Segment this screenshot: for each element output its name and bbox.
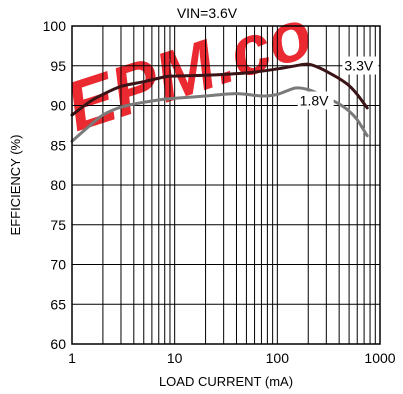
y-tick-label: 70	[50, 257, 66, 273]
x-axis-title: LOAD CURRENT (mA)	[159, 374, 293, 389]
series-label: 3.3V	[344, 58, 373, 74]
y-tick-label: 100	[43, 18, 67, 34]
plot-frame	[71, 25, 381, 345]
y-tick-label: 90	[50, 98, 66, 114]
y-tick-label: 75	[50, 217, 66, 233]
watermark-text: EPM.co	[57, 0, 322, 146]
series-label: 1.8V	[300, 93, 329, 109]
tick-labels: 1 10 100 1000 60 65 70 75 80 85 90 95 100	[43, 18, 396, 366]
y-tick-label: 80	[50, 177, 66, 193]
y-tick-label: 60	[50, 336, 66, 352]
x-tick-label: 1000	[364, 350, 395, 366]
y-axis-title: EFFICIENCY (%)	[8, 135, 23, 236]
y-tick-label: 85	[50, 137, 66, 153]
chart-title: VIN=3.6V	[177, 5, 238, 21]
y-tick-label: 65	[50, 296, 66, 312]
series-line-3-3v	[70, 62, 369, 117]
x-tick-label: 10	[167, 350, 183, 366]
series	[70, 62, 369, 143]
annotations: 3.3V 1.8V	[297, 56, 379, 110]
y-tick-label: 95	[50, 58, 66, 74]
watermark: EPM.co	[57, 0, 322, 146]
series-label-bg	[342, 56, 379, 75]
x-tick-label: 100	[266, 350, 290, 366]
series-label-bg	[297, 91, 334, 110]
series-line-1-8v	[70, 86, 369, 143]
x-tick-label: 1	[68, 350, 76, 366]
